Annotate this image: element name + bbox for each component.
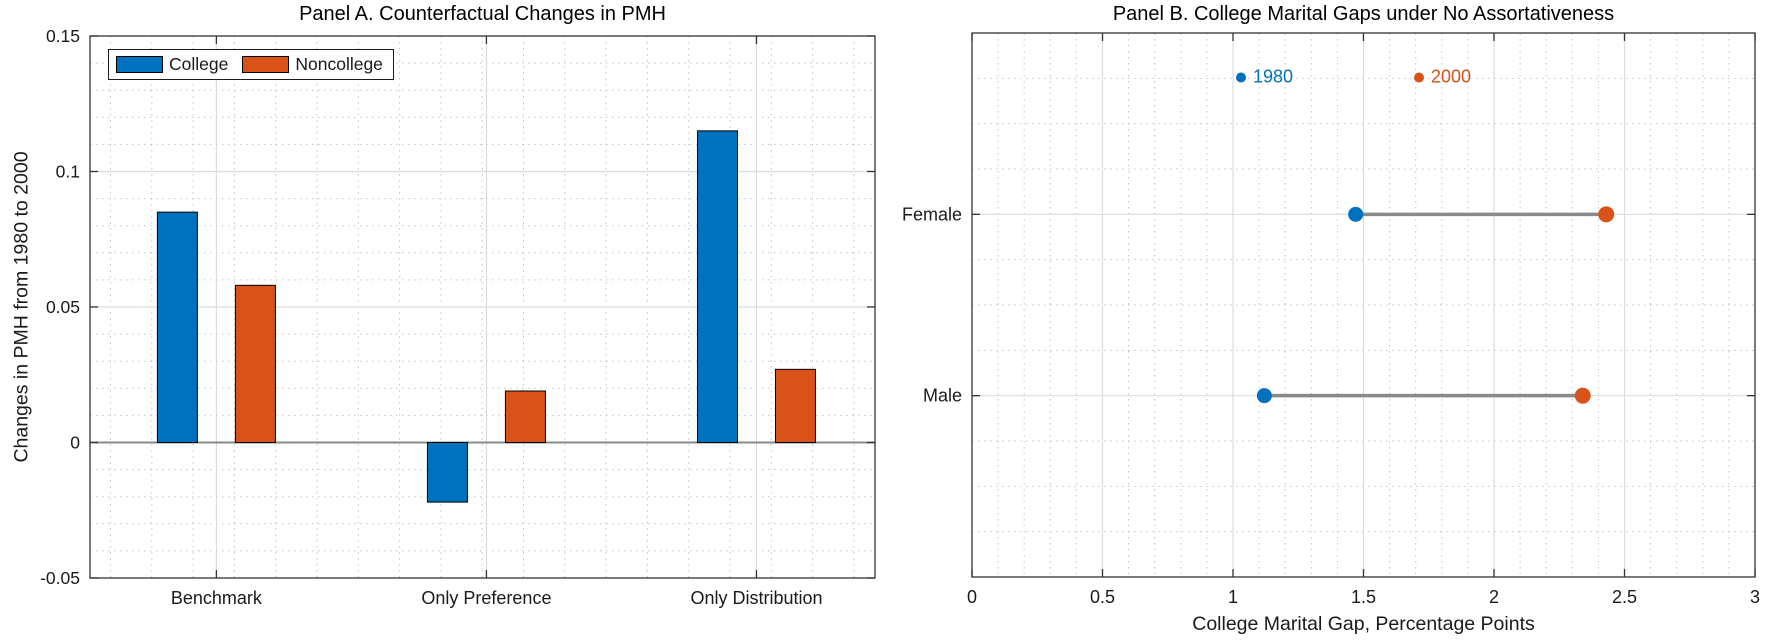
- x-tick-label: 0: [967, 587, 977, 607]
- noncollege-swatch: [242, 56, 290, 73]
- panel-a-title: Panel A. Counterfactual Changes in PMH: [299, 3, 666, 25]
- bar-noncollege-2: [774, 368, 816, 443]
- x-tick-label: 1: [1228, 587, 1238, 607]
- legend-1980-dot-icon: [1236, 72, 1246, 82]
- x-tick-label: 2: [1489, 587, 1499, 607]
- legend-2000-dot-icon: [1414, 72, 1424, 82]
- x-category-label: Only Preference: [421, 588, 551, 608]
- college-swatch: [116, 56, 163, 73]
- panel-b-x-axis-label: College Marital Gap, Percentage Points: [1192, 613, 1535, 635]
- dot-2000-male: [1574, 387, 1591, 404]
- bar-noncollege-0: [234, 284, 276, 443]
- bar-noncollege-1: [504, 390, 546, 444]
- legend-item-college: College: [116, 54, 228, 75]
- x-tick-label: 2.5: [1612, 587, 1637, 607]
- y-category-label: Male: [923, 386, 962, 406]
- bar-college-0: [156, 211, 198, 443]
- y-tick-label: 0.15: [46, 26, 80, 46]
- legend-label-college: College: [169, 54, 229, 74]
- x-category-label: Benchmark: [171, 588, 263, 608]
- x-tick-label: 1.5: [1351, 587, 1376, 607]
- panel-b-legend-2000: 2000: [1414, 67, 1471, 88]
- panel-b-legend-1980: 1980: [1236, 67, 1293, 88]
- legend-label-noncollege: Noncollege: [295, 54, 383, 74]
- y-tick-label: 0: [70, 433, 80, 453]
- dot-2000-female: [1598, 206, 1615, 223]
- panel-b-title: Panel B. College Marital Gaps under No A…: [1112, 3, 1615, 25]
- bar-college-1: [426, 442, 468, 503]
- legend-label-1980: 1980: [1253, 66, 1294, 87]
- y-tick-label: 0.05: [46, 297, 80, 317]
- y-category-label: Female: [902, 204, 962, 224]
- legend-label-2000: 2000: [1431, 66, 1472, 87]
- panel-a-legend: College Noncollege: [108, 49, 394, 80]
- x-category-label: Only Distribution: [690, 588, 822, 608]
- dot-1980-female: [1348, 206, 1364, 222]
- bar-college-2: [696, 130, 738, 443]
- x-tick-label: 0.5: [1090, 587, 1115, 607]
- panel-a-y-axis-label: Changes in PMH from 1980 to 2000: [10, 151, 33, 463]
- legend-item-noncollege: Noncollege: [242, 54, 383, 75]
- x-tick-label: 3: [1750, 587, 1760, 607]
- dot-1980-male: [1256, 388, 1272, 404]
- y-tick-label: 0.1: [56, 162, 80, 182]
- y-tick-label: -0.05: [40, 568, 80, 588]
